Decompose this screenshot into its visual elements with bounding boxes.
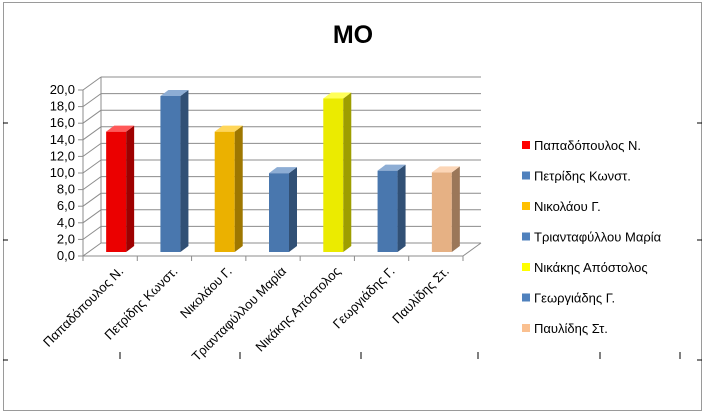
legend-label: Παπαδόπουλος Ν. — [534, 138, 641, 153]
legend-label: Νικάκης Απόστολος — [534, 260, 648, 275]
bar-side — [289, 167, 297, 252]
bars — [106, 89, 460, 253]
x-tick-labels: Παπαδόπουλος Ν.Πετρίδης Κωνστ.Νικολάου Γ… — [40, 263, 452, 364]
y-tick-label: 4,0 — [57, 215, 75, 230]
bar-top — [431, 166, 460, 173]
gridline-depth — [82, 126, 102, 141]
gridline-depth — [82, 159, 102, 174]
bar-front — [160, 95, 181, 253]
legend-swatch — [522, 171, 530, 180]
gridline-depth — [82, 109, 102, 124]
bar-front — [323, 98, 344, 252]
x-tick-label: Τριανταφύλλου Μαρία — [189, 263, 290, 364]
bar-top — [377, 164, 406, 171]
y-tick-label: 12,0 — [50, 148, 75, 163]
legend-item: Νικάκης Απόστολος — [522, 260, 648, 275]
bar-top — [323, 92, 352, 99]
legend-item: Πετρίδης Κωνστ. — [522, 169, 631, 184]
legend-swatch — [522, 324, 530, 332]
bar-side — [343, 92, 352, 252]
bar-front — [214, 131, 235, 252]
bar-front — [106, 131, 127, 252]
y-tick-label: 20,0 — [50, 82, 75, 97]
chart-title: ΜΟ — [333, 21, 373, 49]
y-tick-label: 8,0 — [57, 182, 75, 197]
legend-item: Τριανταφύλλου Μαρία — [522, 230, 662, 245]
bar-top — [160, 89, 189, 96]
gridline-depth — [82, 176, 102, 191]
bar-side — [451, 166, 460, 252]
bar-front — [377, 170, 398, 252]
bar — [323, 92, 352, 252]
legend-swatch — [522, 141, 530, 149]
y-tick-label: 0,0 — [57, 248, 75, 263]
legend-swatch — [522, 263, 530, 271]
gridline-depth — [82, 209, 102, 224]
bar-top — [269, 167, 297, 174]
x-tick-label: Νικολάου Γ. — [177, 264, 235, 322]
y-tick-label: 6,0 — [57, 198, 75, 213]
bar-side — [126, 125, 135, 252]
y-tick-label: 14,0 — [50, 132, 75, 147]
bar-top — [214, 125, 243, 132]
legend-swatch — [522, 293, 530, 302]
bar-top — [106, 125, 135, 132]
legend-label: Παυλίδης Στ. — [534, 321, 608, 336]
gridline-depth — [82, 93, 102, 108]
legend-label: Τριανταφύλλου Μαρία — [534, 230, 662, 245]
bar — [431, 166, 460, 252]
axes — [78, 77, 482, 261]
x-tick-label: Παυλίδης Στ. — [389, 264, 452, 327]
bar-side — [397, 164, 406, 252]
legend-swatch — [522, 202, 530, 210]
legend-label: Νικολάου Γ. — [534, 199, 601, 214]
legend-item: Παυλίδης Στ. — [522, 321, 608, 336]
bar — [160, 89, 189, 253]
y-tick-label: 2,0 — [57, 231, 75, 246]
chart-selection-handles — [3, 122, 702, 361]
y-tick-label: 10,0 — [50, 165, 75, 180]
floor-edge — [462, 242, 482, 257]
legend-item: Παπαδόπουλος Ν. — [522, 138, 641, 153]
gridline-depth — [82, 242, 102, 257]
y-tick-labels: 0,0 2,04,0 6,08,0 10,0 12,014,0 16,018,0 20,0 — [50, 82, 75, 263]
bar-side — [180, 89, 189, 253]
legend-label: Πετρίδης Κωνστ. — [534, 169, 631, 184]
legend: Παπαδόπουλος Ν. Πετρίδης Κωνστ. Νικολάου Γ… — [522, 138, 662, 336]
legend-item: Γεωργιάδης Γ. — [522, 291, 615, 306]
bar — [377, 164, 406, 252]
bar — [269, 167, 297, 252]
legend-item: Νικολάου Γ. — [522, 199, 601, 214]
gridline-depth — [82, 225, 102, 240]
legend-label: Γεωργιάδης Γ. — [534, 291, 615, 306]
gridline-depth — [82, 76, 102, 91]
bar — [106, 125, 135, 252]
y-tick-label: 18,0 — [50, 99, 75, 114]
bar-side — [234, 125, 243, 252]
bar-front — [269, 173, 289, 252]
y-tick-label: 16,0 — [50, 115, 75, 130]
legend-swatch — [522, 232, 530, 241]
gridline-depth — [82, 192, 102, 207]
bar — [214, 125, 243, 252]
bar-front — [431, 172, 452, 252]
gridline-depth — [82, 142, 102, 157]
